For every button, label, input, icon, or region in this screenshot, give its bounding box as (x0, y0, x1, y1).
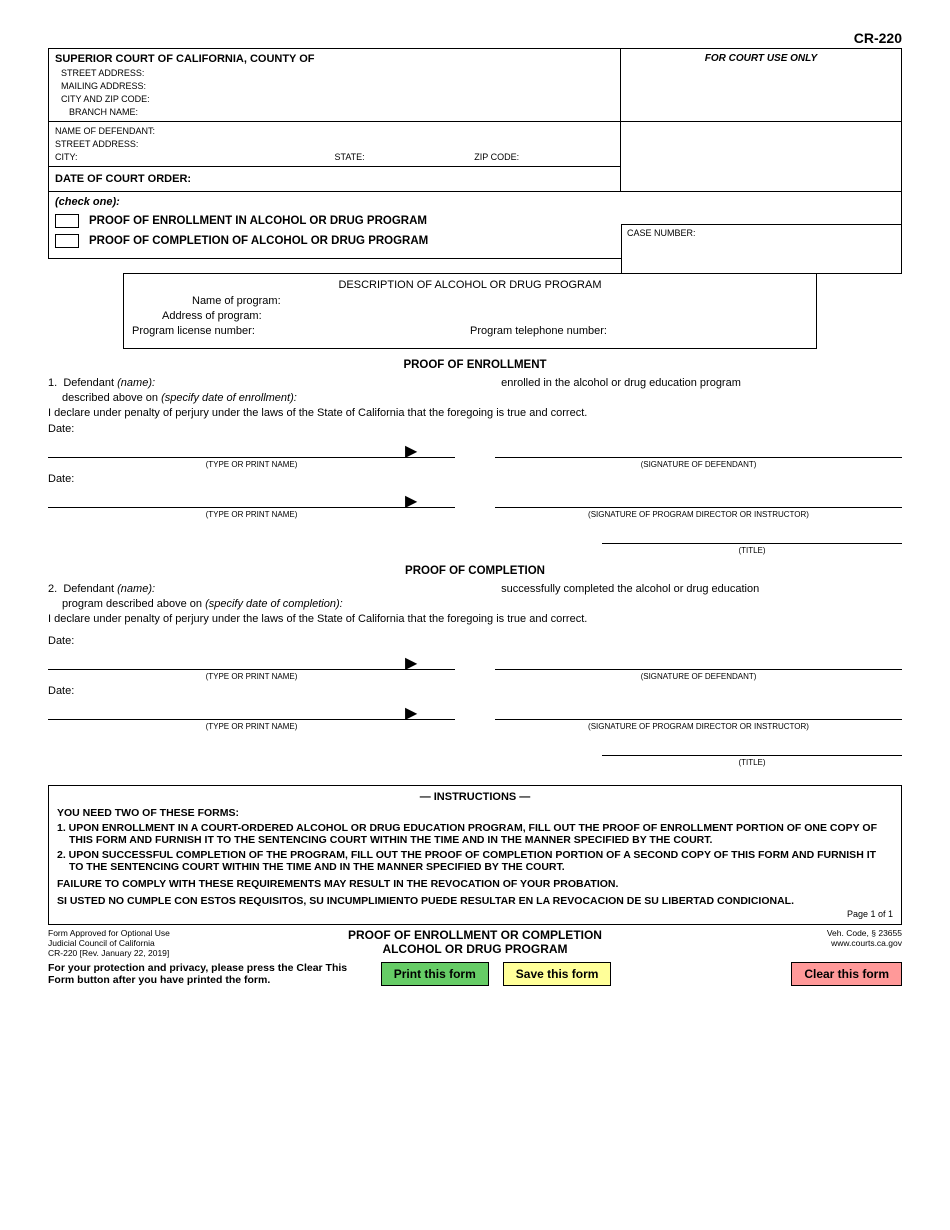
program-address-label: Address of program: (132, 310, 808, 322)
street-address-label: STREET ADDRESS: (55, 68, 614, 78)
footer-veh-code: Veh. Code, § 23655 (651, 928, 902, 938)
enrollment-checkbox[interactable] (55, 214, 79, 228)
clear-form-button[interactable]: Clear this form (791, 962, 902, 986)
defendant-name-label: NAME OF DEFENDANT: (55, 126, 614, 136)
case-number-box: CASE NUMBER: (621, 224, 902, 274)
enrollment-item: 1. Defendant (name): enrolled in the alc… (48, 377, 902, 389)
proof-completion-title: PROOF OF COMPLETION (48, 565, 902, 577)
defendant-state-label: STATE: (335, 152, 475, 162)
type-print-name-3: (TYPE OR PRINT NAME) (48, 672, 455, 681)
date-label-2: Date: (48, 473, 902, 485)
mailing-address-label: MAILING ADDRESS: (55, 81, 614, 91)
signature-arrow-icon: ▶ (405, 703, 417, 723)
completion-item: 2. Defendant (name): successfully comple… (48, 583, 902, 595)
program-license-label: Program license number: (132, 325, 470, 337)
instructions-item-1: 1. UPON ENROLLMENT IN A COURT-ORDERED AL… (57, 822, 893, 846)
signature-defendant-1: (SIGNATURE OF DEFENDANT) (495, 460, 902, 469)
court-use-only: FOR COURT USE ONLY (621, 49, 901, 121)
footer-revision: CR-220 [Rev. January 22, 2019] (48, 948, 299, 958)
completion-checkbox[interactable] (55, 234, 79, 248)
title-caption-2: (TITLE) (602, 758, 902, 767)
program-phone-label: Program telephone number: (470, 325, 808, 337)
enrollment-described: described above on (specify date of enro… (48, 392, 902, 404)
date-of-court-order-label: DATE OF COURT ORDER: (49, 166, 621, 191)
type-print-name-1: (TYPE OR PRINT NAME) (48, 460, 455, 469)
case-number-label: CASE NUMBER: (627, 228, 696, 238)
signature-arrow-icon: ▶ (405, 653, 417, 673)
type-print-name-2: (TYPE OR PRINT NAME) (48, 510, 455, 519)
signature-defendant-2: (SIGNATURE OF DEFENDANT) (495, 672, 902, 681)
print-form-button[interactable]: Print this form (381, 962, 489, 986)
privacy-note: For your protection and privacy, please … (48, 962, 361, 986)
signature-arrow-icon: ▶ (405, 491, 417, 511)
perjury-statement-1: I declare under penalty of perjury under… (48, 407, 902, 419)
form-number: CR-220 (48, 30, 902, 46)
completion-described: program described above on (specify date… (48, 598, 902, 610)
instructions-box: — INSTRUCTIONS — YOU NEED TWO OF THESE F… (48, 785, 902, 925)
signature-director-1: (SIGNATURE OF PROGRAM DIRECTOR OR INSTRU… (495, 510, 902, 519)
type-print-name-4: (TYPE OR PRINT NAME) (48, 722, 455, 731)
proof-enrollment-title: PROOF OF ENROLLMENT (48, 359, 902, 371)
check-one-label: (check one): (55, 196, 895, 208)
completion-option-label: PROOF OF COMPLETION OF ALCOHOL OR DRUG P… (89, 235, 428, 247)
enrollment-option-label: PROOF OF ENROLLMENT IN ALCOHOL OR DRUG P… (89, 215, 427, 227)
city-zip-label: CITY AND ZIP CODE: (55, 94, 614, 104)
footer-council: Judicial Council of California (48, 938, 299, 948)
signature-arrow-icon: ▶ (405, 441, 417, 461)
footer-approved: Form Approved for Optional Use (48, 928, 299, 938)
defendant-street-label: STREET ADDRESS: (55, 139, 614, 149)
instructions-failure: FAILURE TO COMPLY WITH THESE REQUIREMENT… (57, 878, 893, 890)
program-description-title: DESCRIPTION OF ALCOHOL OR DRUG PROGRAM (132, 279, 808, 291)
save-form-button[interactable]: Save this form (503, 962, 612, 986)
signature-director-2: (SIGNATURE OF PROGRAM DIRECTOR OR INSTRU… (495, 722, 902, 731)
footer-title-2: ALCOHOL OR DRUG PROGRAM (299, 942, 651, 956)
form-header-box: SUPERIOR COURT OF CALIFORNIA, COUNTY OF … (48, 48, 902, 259)
instructions-item-2: 2. UPON SUCCESSFUL COMPLETION OF THE PRO… (57, 849, 893, 873)
title-caption-1: (TITLE) (602, 546, 902, 555)
defendant-zip-label: ZIP CODE: (474, 152, 614, 162)
date-label-3: Date: (48, 635, 902, 647)
perjury-statement-2: I declare under penalty of perjury under… (48, 613, 902, 625)
footer-url: www.courts.ca.gov (651, 938, 902, 948)
instructions-spanish: SI USTED NO CUMPLE CON ESTOS REQUISITOS,… (57, 895, 893, 907)
page-number: Page 1 of 1 (57, 909, 893, 919)
defendant-city-label: CITY: (55, 152, 335, 162)
program-name-label: Name of program: (132, 295, 808, 307)
program-description-box: DESCRIPTION OF ALCOHOL OR DRUG PROGRAM N… (123, 273, 817, 349)
footer: Form Approved for Optional Use Judicial … (48, 928, 902, 958)
court-title: SUPERIOR COURT OF CALIFORNIA, COUNTY OF (55, 53, 614, 65)
footer-title-1: PROOF OF ENROLLMENT OR COMPLETION (299, 928, 651, 942)
branch-name-label: BRANCH NAME: (55, 107, 614, 117)
date-label-4: Date: (48, 685, 902, 697)
instructions-need-two: YOU NEED TWO OF THESE FORMS: (57, 807, 893, 819)
date-label-1: Date: (48, 423, 902, 435)
instructions-header: — INSTRUCTIONS — (57, 791, 893, 803)
